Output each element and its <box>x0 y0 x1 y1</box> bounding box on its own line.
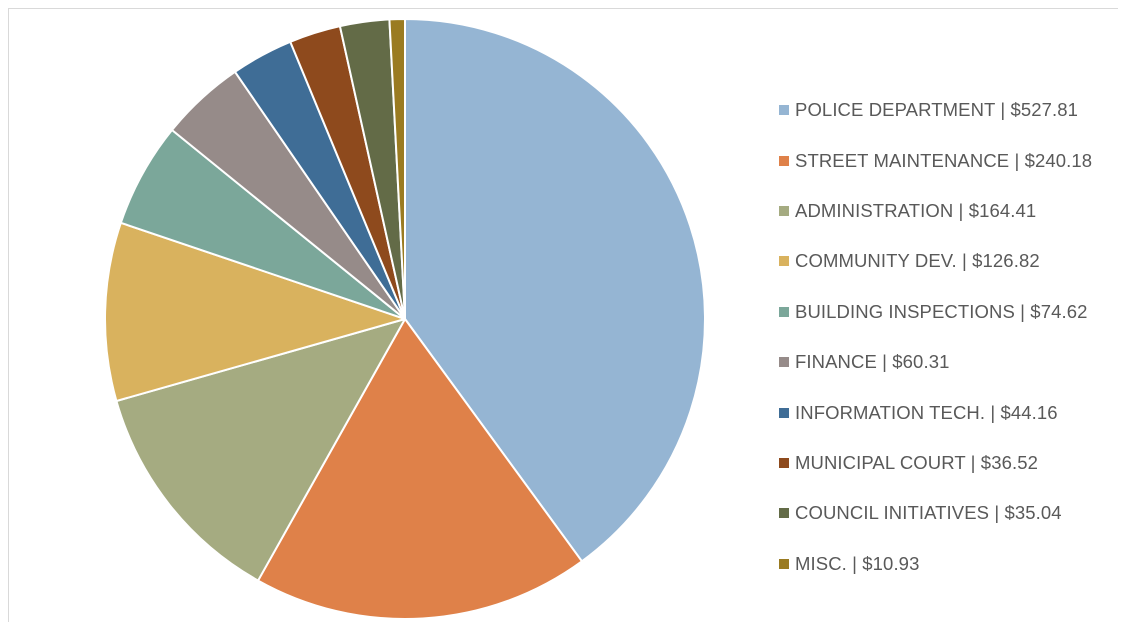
pie-slice-community-dev <box>103 221 406 402</box>
legend-item-police-department: POLICE DEPARTMENT | $527.81 <box>779 85 1092 135</box>
legend-swatch <box>779 357 789 368</box>
legend-item-municipal-court: MUNICIPAL COURT | $36.52 <box>779 438 1092 488</box>
legend-swatch <box>779 407 789 418</box>
legend-label: INFORMATION TECH. | $44.16 <box>795 401 1058 423</box>
pie-chart <box>103 18 706 620</box>
pie-slice-misc <box>388 18 406 320</box>
legend-label: STREET MAINTENANCE | $240.18 <box>795 149 1093 171</box>
chart-legend: POLICE DEPARTMENT | $527.81 STREET MAINT… <box>779 85 1092 589</box>
legend-item-administration: ADMINISTRATION | $164.41 <box>779 186 1092 236</box>
legend-label: COMMUNITY DEV. | $126.82 <box>795 250 1040 272</box>
legend-label: POLICE DEPARTMENT | $527.81 <box>795 99 1079 121</box>
legend-label: ADMINISTRATION | $164.41 <box>795 199 1037 221</box>
pie-slices <box>103 18 706 620</box>
legend-label: MUNICIPAL COURT | $36.52 <box>795 451 1038 473</box>
chart-area: POLICE DEPARTMENT | $527.81 STREET MAINT… <box>8 8 1118 622</box>
legend-swatch <box>779 105 789 116</box>
legend-item-community-dev: COMMUNITY DEV. | $126.82 <box>779 236 1092 286</box>
legend-item-street-maintenance: STREET MAINTENANCE | $240.18 <box>779 135 1092 185</box>
pie-slice-police-department <box>404 18 706 563</box>
legend-item-finance: FINANCE | $60.31 <box>779 337 1092 387</box>
legend-label: MISC. | $10.93 <box>795 552 920 574</box>
legend-swatch <box>779 205 789 216</box>
legend-label: FINANCE | $60.31 <box>795 351 950 373</box>
pie-slice-administration <box>115 318 406 582</box>
legend-swatch <box>779 457 789 468</box>
legend-item-information-tech: INFORMATION TECH. | $44.16 <box>779 387 1092 437</box>
legend-swatch <box>779 306 789 317</box>
legend-label: COUNCIL INITIATIVES | $35.04 <box>795 502 1062 524</box>
legend-swatch <box>779 558 789 569</box>
legend-swatch <box>779 256 789 267</box>
legend-item-council-initiatives: COUNCIL INITIATIVES | $35.04 <box>779 488 1092 538</box>
pie-slice-street-maintenance <box>257 318 583 620</box>
legend-swatch <box>779 155 789 166</box>
legend-item-building-inspections: BUILDING INSPECTIONS | $74.62 <box>779 287 1092 337</box>
legend-label: BUILDING INSPECTIONS | $74.62 <box>795 300 1088 322</box>
legend-item-misc: MISC. | $10.93 <box>779 539 1092 589</box>
legend-swatch <box>779 508 789 519</box>
